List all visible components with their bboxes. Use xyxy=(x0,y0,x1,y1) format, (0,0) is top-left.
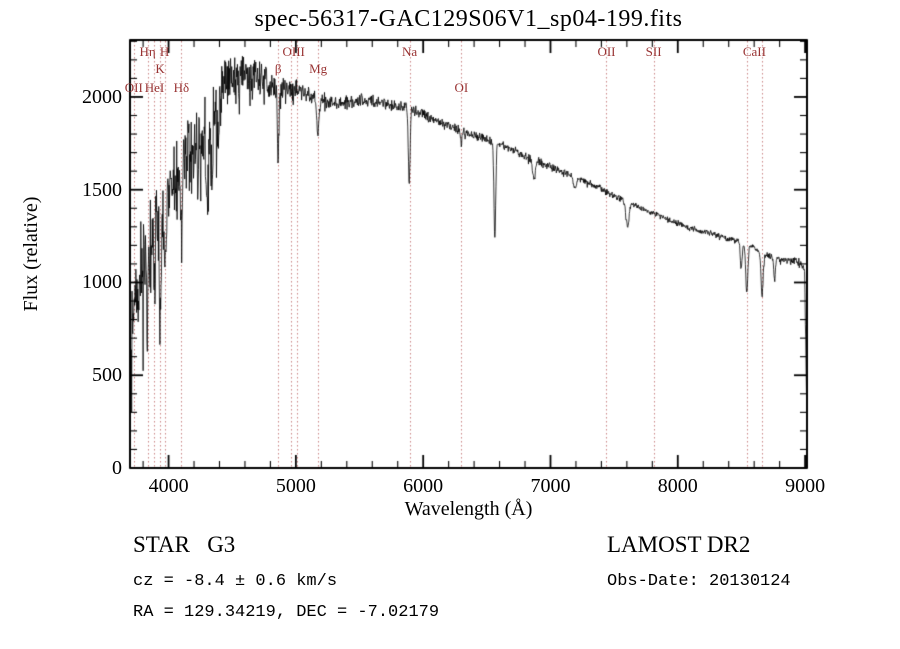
survey-release: LAMOST DR2 xyxy=(607,532,751,557)
y-axis-label: Flux (relative) xyxy=(20,196,42,312)
plot-title: spec-56317-GAC129S06V1_sp04-199.fits xyxy=(254,6,683,32)
object-classification: STAR G3 xyxy=(133,532,236,557)
x-axis-label: Wavelength (Å) xyxy=(404,498,533,520)
ra-dec-value: RA = 129.34219, DEC = -7.02179 xyxy=(133,603,440,622)
obs-date: Obs-Date: 20130124 xyxy=(607,572,791,591)
cz-value: cz = -8.4 ± 0.6 km/s xyxy=(133,572,338,591)
